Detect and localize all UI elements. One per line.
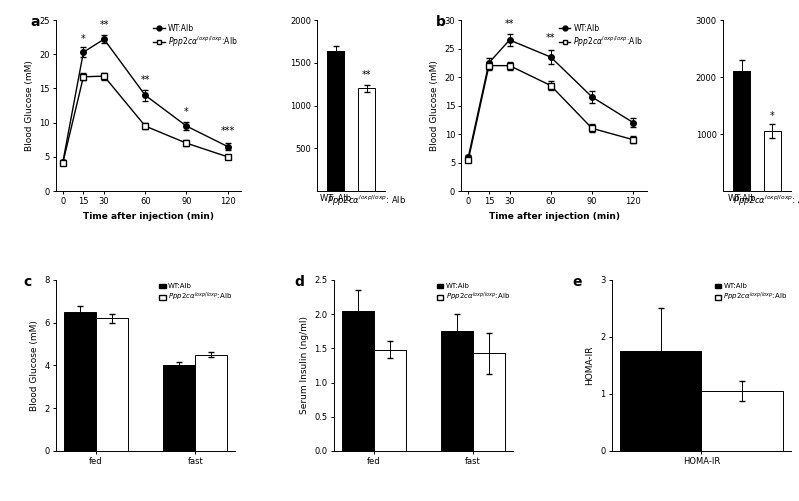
Bar (64, 312, 96, 451)
Text: d: d (294, 275, 304, 289)
Text: ***: *** (221, 126, 235, 136)
X-axis label: Time after injection (min): Time after injection (min) (83, 212, 214, 221)
Y-axis label: Blood Glucose (mM): Blood Glucose (mM) (25, 60, 34, 151)
Text: **: ** (546, 33, 555, 43)
Text: **: ** (362, 70, 372, 80)
Y-axis label: Blood Glucose (mM): Blood Glucose (mM) (30, 320, 38, 411)
Bar (195, 355, 227, 451)
Text: *: * (770, 111, 775, 121)
Legend: WT:Alb, $Ppp2c\alpha^{loxp/loxp}$:Alb: WT:Alb, $Ppp2c\alpha^{loxp/loxp}$:Alb (715, 284, 788, 303)
Bar (359, 89, 376, 191)
Bar (164, 365, 195, 451)
Text: b: b (435, 15, 445, 29)
Bar (764, 131, 781, 191)
Legend: WT:Alb, $Ppp2c\alpha^{loxp/loxp}$:Alb: WT:Alb, $Ppp2c\alpha^{loxp/loxp}$:Alb (153, 24, 237, 49)
Bar (328, 51, 344, 191)
Text: **: ** (505, 19, 515, 29)
Bar (702, 391, 783, 451)
Text: **: ** (141, 75, 150, 85)
Y-axis label: Serum Insulin (ng/ml): Serum Insulin (ng/ml) (300, 317, 309, 414)
Text: c: c (24, 275, 32, 289)
Legend: WT:Alb, $Ppp2c\alpha^{loxp/loxp}$:Alb: WT:Alb, $Ppp2c\alpha^{loxp/loxp}$:Alb (159, 284, 232, 303)
Bar (342, 311, 374, 451)
Legend: WT:Alb, $Ppp2c\alpha^{loxp/loxp}$:Alb: WT:Alb, $Ppp2c\alpha^{loxp/loxp}$:Alb (437, 284, 510, 303)
Bar (441, 331, 473, 451)
Text: e: e (572, 275, 582, 289)
Y-axis label: Blood Glucose (mM): Blood Glucose (mM) (430, 60, 439, 151)
Bar (96, 319, 128, 451)
Text: a: a (30, 15, 39, 29)
Text: **: ** (99, 21, 109, 30)
Legend: WT:Alb, $Ppp2c\alpha^{loxp/loxp}$:Alb: WT:Alb, $Ppp2c\alpha^{loxp/loxp}$:Alb (559, 24, 643, 49)
X-axis label: Time after injection (min): Time after injection (min) (489, 212, 620, 221)
Text: *: * (184, 107, 189, 117)
Bar (473, 353, 505, 451)
Bar (374, 350, 406, 451)
Bar (620, 351, 702, 451)
Y-axis label: HOMA-IR: HOMA-IR (586, 346, 594, 385)
Text: *: * (81, 34, 85, 44)
Bar (733, 71, 750, 191)
